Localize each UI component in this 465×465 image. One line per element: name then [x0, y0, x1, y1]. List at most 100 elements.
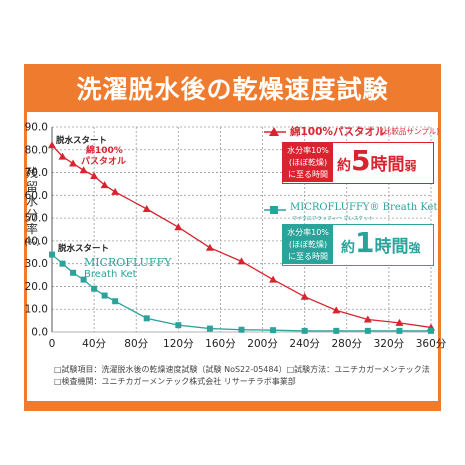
y-tick-label: 30.0 [25, 258, 48, 270]
legend-red-result-unit: 時間 [370, 155, 405, 175]
y-axis-title-unit: (%) [24, 238, 40, 248]
legend-red-result-suffix: 弱 [404, 159, 417, 173]
data-point-microfluffy [301, 327, 308, 334]
bottom-bar [24, 401, 441, 411]
data-point-cotton [300, 292, 309, 300]
axis-ticks: 0.0 10.0 20.0 30.0 40.0 50.0 60.0 70.0 80.0 90.0 0… [25, 122, 447, 351]
data-point-cotton [69, 159, 78, 167]
y-tick-label: 60.0 [25, 190, 48, 202]
data-point-microfluffy [396, 327, 403, 334]
data-point-cotton [332, 306, 341, 314]
data-point-cotton [100, 181, 109, 189]
data-point-microfluffy [59, 260, 66, 267]
legend-teal-box: 水分率10% (ほぼ乾燥) に至る時間 約1時間強 [282, 224, 434, 266]
teal-brand-line1: MICROFLUFFY [84, 256, 172, 269]
legend-red-marker [264, 127, 286, 136]
legend-teal-result-unit: 時間 [374, 237, 409, 257]
data-point-cotton [142, 205, 151, 212]
data-point-microfluffy [101, 292, 108, 299]
data-point-microfluffy [206, 325, 213, 332]
data-point-microfluffy [333, 327, 340, 334]
y-tick-label: 50.0 [25, 213, 48, 225]
legend-teal-subtitle: マイクロフラッフィー ブレスケット [292, 216, 374, 222]
y-axis-title-char: 水 [25, 194, 38, 208]
legend-red-title-row: 綿100%パスタオル (比較品サンプル) [262, 124, 440, 140]
data-point-microfluffy [175, 322, 182, 329]
legend-teal-label-line: (ほぼ乾燥) [288, 240, 328, 249]
y-tick-label: 90.0 [25, 122, 48, 134]
x-tick-label: 40分 [82, 338, 106, 350]
x-tick-label: 160分 [205, 338, 236, 350]
y-tick-label: 10.0 [25, 304, 48, 316]
legend-red-label-line: に至る時間 [288, 170, 328, 179]
y-tick-label: 40.0 [25, 235, 48, 247]
legend-teal-label-line: に至る時間 [288, 252, 328, 261]
data-point-microfluffy [143, 315, 150, 322]
data-point-cotton [237, 257, 246, 265]
data-point-cotton [395, 318, 404, 326]
x-tick-label: 80分 [124, 338, 148, 350]
legend-red-box: 水分率10% (ほぼ乾燥) に至る時間 約5時間弱 [282, 142, 434, 184]
y-axis-title-char: 分 [25, 208, 38, 222]
legend-red-label-line: 水分率10% [287, 146, 329, 155]
footer-line-1: □試験項目：洗濯脱水後の乾燥速度試験（試験 NoS22-05484）□試験方法：… [54, 365, 430, 374]
data-point-microfluffy [270, 327, 277, 334]
data-point-microfluffy [364, 327, 371, 334]
y-axis-title: 残 留 水 分 率 (%) [23, 166, 41, 250]
legend-teal-label: 水分率10% (ほぼ乾燥) に至る時間 [283, 225, 333, 264]
legend-teal-result-suffix: 強 [408, 241, 421, 255]
data-point-cotton [363, 315, 372, 323]
x-tick-label: 320分 [374, 338, 405, 350]
data-point-cotton [90, 171, 99, 179]
y-axis-title-char: 残 [25, 166, 38, 180]
x-tick-label: 200分 [247, 338, 278, 350]
data-point-microfluffy [112, 298, 119, 305]
data-point-microfluffy [70, 269, 77, 276]
legend-teal: MICROFLUFFY® Breath Ket マイクロフラッフィー ブレスケッ… [262, 202, 438, 266]
legend-teal-result-number: 1 [355, 226, 375, 259]
x-tick-label: 240分 [289, 338, 320, 350]
legend-red-result-number: 5 [351, 144, 371, 177]
data-point-microfluffy [91, 285, 98, 292]
legend-teal-label-line: 水分率10% [287, 228, 329, 237]
data-point-cotton [58, 152, 67, 160]
data-point-cotton [174, 223, 183, 231]
y-tick-label: 70.0 [25, 167, 48, 179]
legend-teal-title: MICROFLUFFY® Breath Ket [290, 202, 438, 213]
start-label-teal: 脱水スタート [58, 243, 109, 254]
data-point-microfluffy [238, 326, 245, 333]
data-point-cotton [48, 141, 56, 149]
y-tick-label: 0.0 [31, 327, 48, 339]
legend-red-result: 約5時間弱 [337, 145, 417, 177]
start-label-red: 脱水スタート [56, 135, 107, 146]
x-tick-label: 0 [49, 338, 56, 350]
legend-teal-result: 約1時間強 [341, 227, 421, 259]
x-tick-label: 360分 [416, 338, 447, 350]
red-brand-line2: パスタオル [81, 155, 126, 167]
y-tick-label: 80.0 [25, 144, 48, 156]
teal-brand-line2: Breath Ket [84, 269, 137, 280]
legend-red-result-prefix: 約 [337, 158, 351, 174]
x-tick-label: 280分 [332, 338, 363, 350]
y-axis-title-char: 率 [25, 222, 38, 236]
red-brand-line1: 綿100% [86, 144, 123, 156]
legend-red: 綿100%パスタオル (比較品サンプル) 水分率10% (ほぼ乾燥) に至る時間… [262, 124, 440, 184]
annotations: 脱水スタート 綿100% パスタオル 脱水スタート MICROFLUFFY Br… [56, 135, 172, 280]
data-point-microfluffy [49, 251, 55, 258]
series-layer [48, 141, 435, 334]
legend-teal-result-prefix: 約 [341, 240, 355, 256]
data-point-microfluffy [80, 276, 87, 283]
legend-red-label: 水分率10% (ほぼ乾燥) に至る時間 [283, 143, 333, 182]
footer-line-2: □検査機関：ユニチカガーメンテック株式会社 リサーチラボ事業部 [54, 377, 296, 386]
data-point-cotton [79, 166, 88, 174]
legend-teal-title-row: MICROFLUFFY® Breath Ket マイクロフラッフィー ブレスケッ… [262, 202, 438, 222]
x-tick-label: 120分 [163, 338, 194, 350]
data-point-cotton [111, 187, 120, 195]
legend-red-note: (比較品サンプル) [381, 127, 440, 136]
y-axis-title-char: 留 [25, 180, 38, 194]
y-tick-label: 20.0 [25, 281, 48, 293]
data-point-cotton [205, 243, 214, 251]
data-point-microfluffy [428, 327, 434, 334]
